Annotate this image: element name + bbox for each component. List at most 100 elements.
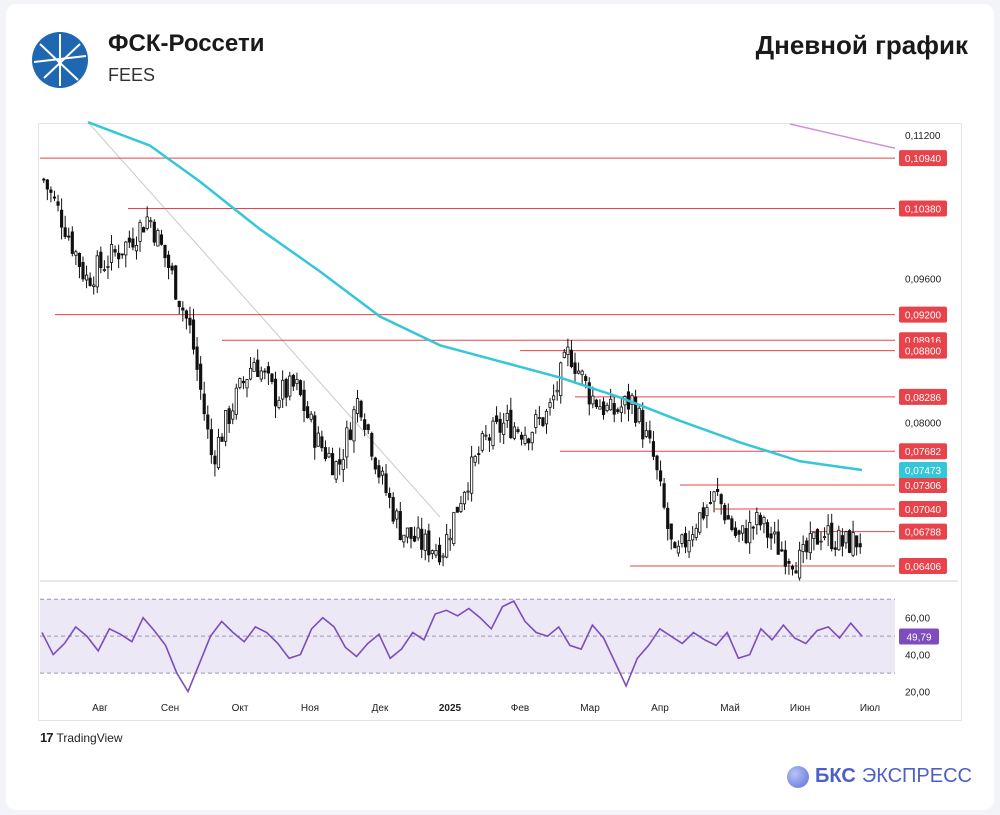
- brand-rest: ЭКСПРЕСС: [861, 765, 972, 787]
- candle-body: [345, 427, 349, 458]
- candle-body: [619, 406, 623, 413]
- candle-body: [480, 433, 484, 451]
- candle-body: [516, 429, 520, 432]
- time-axis-label: Июл: [860, 703, 880, 714]
- candle-body: [145, 216, 149, 229]
- level-badge: [899, 150, 947, 167]
- candle-body: [370, 433, 374, 457]
- bcs-logo-icon: [787, 765, 810, 788]
- time-axis-label: Мар: [580, 703, 600, 714]
- time-axis-label: Дек: [372, 703, 389, 714]
- candle-body: [441, 555, 445, 558]
- candle-body: [648, 430, 652, 439]
- candle-body: [637, 407, 641, 423]
- candle-body: [256, 359, 260, 378]
- candle-body: [391, 497, 395, 522]
- time-axis-label: Ноя: [301, 703, 319, 714]
- candle-body: [338, 459, 342, 465]
- candle-body: [680, 534, 684, 544]
- candle-body: [227, 408, 231, 424]
- candle-body: [206, 414, 210, 430]
- time-axis-label: Авг: [92, 703, 108, 714]
- candle-body: [60, 209, 64, 228]
- candle-body: [248, 367, 253, 380]
- level-badge: [899, 523, 947, 540]
- candle-body: [730, 518, 734, 531]
- candle-body: [740, 525, 745, 534]
- candle-body: [199, 363, 203, 390]
- candle-body: [758, 514, 762, 526]
- level-label: 0,10380: [905, 205, 942, 216]
- candle-body: [673, 542, 677, 549]
- candle-body: [837, 529, 841, 551]
- candle-body: [844, 531, 848, 544]
- candle-body: [701, 507, 705, 519]
- price-tick-label: 0,08000: [905, 419, 942, 430]
- candle-body: [587, 382, 591, 405]
- candle-body: [537, 417, 541, 419]
- candle-body: [830, 522, 834, 550]
- candle-body: [555, 389, 559, 393]
- candle-body: [380, 470, 385, 476]
- candle-body: [591, 395, 595, 405]
- candle-body: [459, 503, 463, 512]
- candle-body: [409, 527, 413, 539]
- candle-body: [323, 447, 328, 460]
- candle-body: [63, 227, 67, 237]
- rsi-tick-label: 60,00: [905, 614, 930, 625]
- candle-body: [719, 494, 723, 505]
- rsi-tick-label: 40,00: [905, 651, 930, 662]
- candle-body: [177, 300, 181, 308]
- candle-body: [773, 531, 777, 535]
- candle-body: [562, 351, 566, 359]
- candle-body: [847, 530, 852, 553]
- candle-body: [812, 531, 816, 539]
- candle-body: [359, 400, 363, 418]
- candle-body: [184, 310, 188, 319]
- candle-body: [737, 530, 741, 535]
- candle-body: [245, 379, 249, 389]
- candle-body: [42, 178, 46, 181]
- price-tick-label: 0,11200: [905, 131, 941, 142]
- candle-body: [373, 457, 377, 470]
- candle-body: [783, 549, 787, 567]
- candle-body: [131, 238, 135, 248]
- level-badge: [899, 477, 947, 494]
- level-badge: [899, 342, 947, 359]
- candle-body: [241, 380, 246, 384]
- candle-body: [341, 459, 345, 470]
- candle-body: [658, 470, 663, 482]
- candle-body: [109, 244, 114, 263]
- candle-body: [259, 370, 263, 380]
- candle-body: [494, 415, 499, 422]
- rsi-tick-label: 20,00: [905, 688, 930, 699]
- rsi-badge: [899, 628, 939, 645]
- candle-body: [566, 346, 570, 356]
- candle-body: [801, 544, 805, 553]
- level-label: 0,06406: [905, 562, 942, 573]
- candle-body: [234, 387, 238, 415]
- candle-body: [655, 455, 659, 471]
- candle-body: [181, 307, 185, 311]
- candle-body: [840, 535, 844, 547]
- candle-body: [484, 434, 488, 437]
- candle-body: [377, 465, 381, 478]
- candle-body: [755, 511, 759, 526]
- candle-body: [99, 251, 103, 269]
- candle-body: [605, 404, 609, 412]
- candle-body: [694, 527, 698, 538]
- trend-line: [87, 121, 441, 518]
- ma-badge: [899, 462, 947, 479]
- candle-body: [580, 370, 584, 376]
- candle-body: [434, 550, 438, 556]
- candle-body: [88, 277, 92, 286]
- candle-body: [388, 492, 392, 498]
- candle-body: [149, 220, 153, 223]
- tradingview-logo[interactable]: 17 TradingView: [40, 730, 123, 745]
- tradingview-label: TradingView: [56, 730, 123, 745]
- time-axis-label: Окт: [232, 703, 249, 714]
- candle-body: [348, 429, 352, 440]
- candle-body: [320, 436, 324, 449]
- candle-body: [541, 417, 545, 426]
